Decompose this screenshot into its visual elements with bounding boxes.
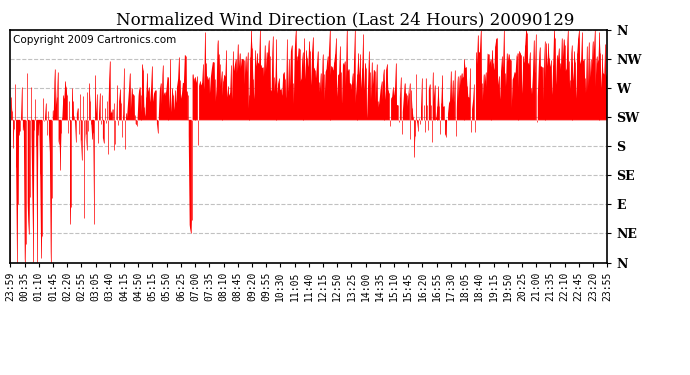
Text: Normalized Wind Direction (Last 24 Hours) 20090129: Normalized Wind Direction (Last 24 Hours… bbox=[116, 11, 574, 28]
Text: Copyright 2009 Cartronics.com: Copyright 2009 Cartronics.com bbox=[13, 34, 177, 45]
